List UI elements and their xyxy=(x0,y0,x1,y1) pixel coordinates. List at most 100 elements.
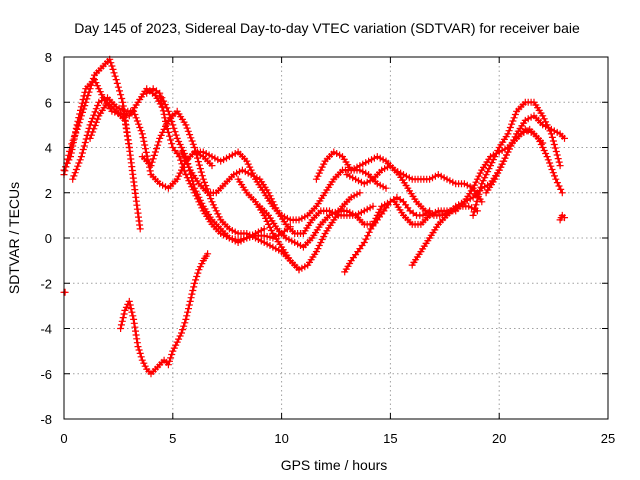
data-point xyxy=(87,131,95,139)
data-point xyxy=(86,121,94,129)
data-point xyxy=(168,351,176,358)
data-point xyxy=(192,276,200,284)
data-point xyxy=(162,117,169,125)
data-point xyxy=(156,89,164,97)
data-point xyxy=(72,166,80,173)
data-point xyxy=(185,163,193,171)
data-point xyxy=(92,105,100,113)
data-point xyxy=(489,156,497,164)
data-point xyxy=(260,225,268,233)
x-tick-label: 0 xyxy=(60,431,67,446)
data-point xyxy=(555,182,563,190)
data-point xyxy=(155,138,163,146)
data-point xyxy=(175,153,183,161)
data-point xyxy=(81,88,89,96)
data-point xyxy=(117,321,125,329)
data-point xyxy=(494,169,502,177)
data-point xyxy=(553,151,561,159)
data-point xyxy=(76,156,84,164)
data-point xyxy=(167,114,175,122)
data-point xyxy=(476,187,484,195)
data-point xyxy=(94,115,102,123)
data-point xyxy=(65,156,73,164)
data-point xyxy=(129,312,137,320)
data-point xyxy=(509,117,517,125)
data-point xyxy=(176,141,184,148)
data-point xyxy=(181,319,189,327)
data-point xyxy=(318,236,326,243)
data-point xyxy=(110,69,118,77)
data-point xyxy=(212,207,220,215)
data-point xyxy=(484,168,492,176)
data-point xyxy=(132,114,140,122)
data-point xyxy=(142,145,149,153)
y-tick-label: -4 xyxy=(40,322,52,337)
data-point xyxy=(80,142,88,150)
grid-lines xyxy=(64,57,608,419)
data-point xyxy=(135,120,143,128)
data-point xyxy=(77,153,85,161)
data-point xyxy=(471,204,479,212)
data-point xyxy=(208,198,216,206)
data-point xyxy=(539,144,547,151)
data-point xyxy=(176,332,184,340)
data-point xyxy=(160,125,168,133)
data-point xyxy=(320,233,328,240)
data-point xyxy=(151,148,159,156)
data-point xyxy=(557,185,565,193)
data-point xyxy=(163,104,171,112)
data-point xyxy=(170,124,178,132)
data-point xyxy=(498,160,506,168)
data-point xyxy=(120,310,128,318)
data-point xyxy=(98,91,106,99)
data-point xyxy=(497,163,505,171)
data-point xyxy=(552,175,560,183)
data-point xyxy=(75,114,83,122)
data-point xyxy=(315,242,323,249)
data-point xyxy=(249,169,257,177)
data-point xyxy=(90,111,98,119)
data-point xyxy=(211,204,219,212)
data-point xyxy=(505,127,513,135)
data-point xyxy=(369,202,377,210)
x-tick-label: 25 xyxy=(601,431,615,446)
data-point xyxy=(265,220,272,228)
data-point xyxy=(482,171,490,179)
data-point xyxy=(540,115,548,123)
data-point xyxy=(95,85,103,93)
data-point xyxy=(204,250,212,258)
data-point xyxy=(87,118,95,126)
data-point xyxy=(550,141,558,148)
data-point xyxy=(114,83,122,91)
data-point xyxy=(137,353,145,361)
data-point xyxy=(195,161,203,169)
data-point xyxy=(78,99,86,107)
data-point xyxy=(76,110,84,118)
data-point xyxy=(78,149,86,157)
data-point xyxy=(122,120,129,128)
data-point xyxy=(185,305,192,313)
data-point xyxy=(487,162,494,170)
data-point xyxy=(182,121,190,129)
data-point xyxy=(79,96,87,103)
data-point xyxy=(189,140,197,148)
data-point xyxy=(539,112,547,120)
data-point xyxy=(91,76,98,84)
data-point xyxy=(551,144,559,152)
data-point xyxy=(542,150,550,157)
data-point xyxy=(474,194,482,202)
data-point xyxy=(173,134,181,142)
data-point xyxy=(164,128,172,136)
data-point xyxy=(72,128,80,136)
data-point xyxy=(478,180,486,188)
data-point xyxy=(504,130,512,138)
y-tick-label: 2 xyxy=(45,186,52,201)
data-point xyxy=(495,166,503,174)
y-tick-label: 0 xyxy=(45,231,52,246)
data-point xyxy=(164,107,172,115)
data-point xyxy=(197,168,205,176)
data-point xyxy=(172,131,180,139)
data-point xyxy=(92,118,100,126)
data-point xyxy=(137,127,145,135)
